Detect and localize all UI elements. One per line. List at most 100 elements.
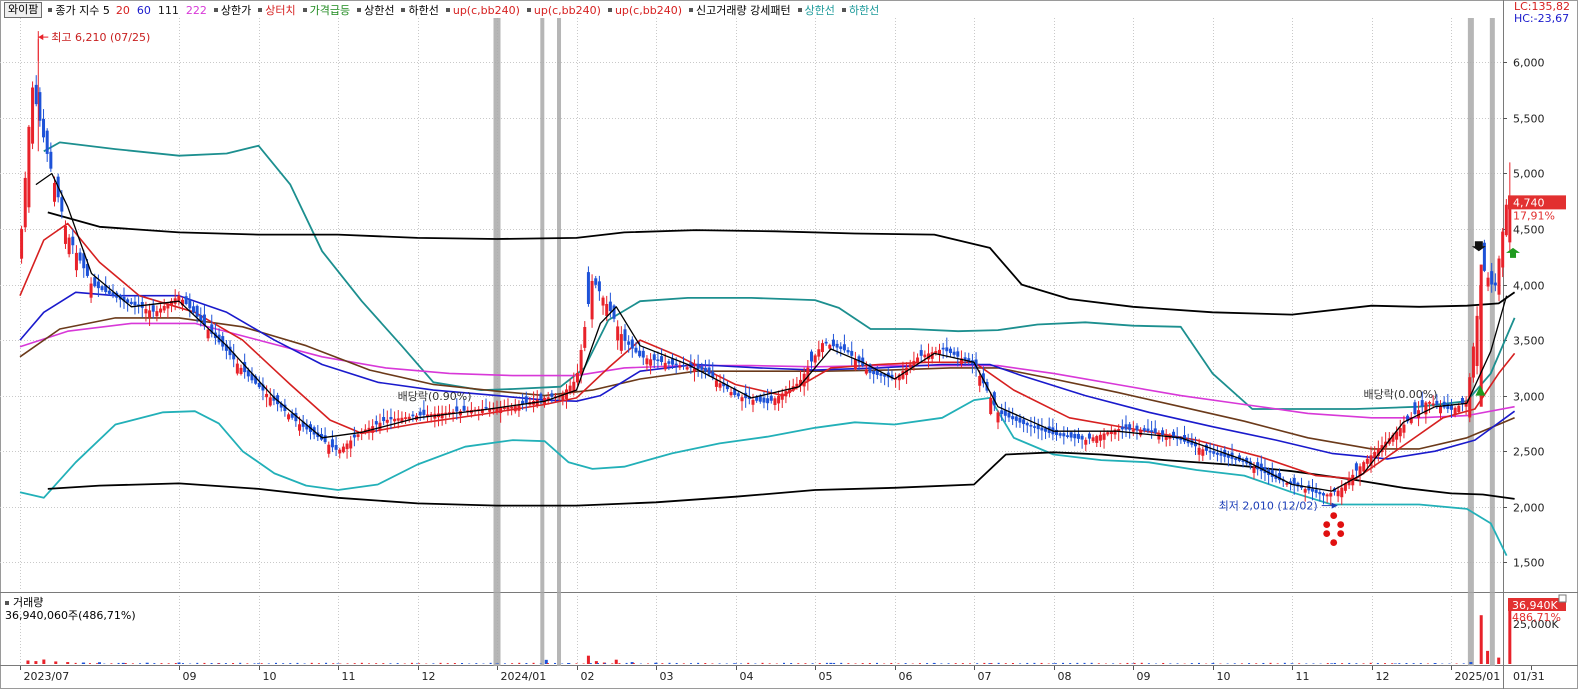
candle-body xyxy=(620,334,623,351)
volume-bar xyxy=(304,663,306,664)
candle-body xyxy=(207,330,210,339)
volume-bar xyxy=(1463,663,1465,664)
candle-body xyxy=(188,299,191,308)
candle-body xyxy=(298,424,301,430)
legend-item[interactable]: 상한가 xyxy=(214,2,251,18)
symbol-tag[interactable]: 와이팜 xyxy=(4,2,42,18)
candle-body xyxy=(441,413,444,418)
candle-body xyxy=(598,281,601,291)
volume-bar xyxy=(933,663,935,664)
volume-bar xyxy=(1413,663,1415,664)
volume-bar xyxy=(146,663,148,664)
volume-bar xyxy=(118,663,120,664)
x-tick-label: 12 xyxy=(1376,670,1390,683)
volume-bar xyxy=(261,663,263,664)
volume-bar xyxy=(296,663,298,664)
event-marker-bar xyxy=(494,18,501,666)
volume-bar xyxy=(218,663,220,664)
volume-bar xyxy=(833,663,835,664)
candle-body xyxy=(850,351,853,356)
candle-body xyxy=(159,309,162,313)
y-tick-label: 2,000 xyxy=(1513,502,1545,515)
volume-bar xyxy=(461,663,463,664)
volume-bar xyxy=(1434,663,1436,664)
volume-bar xyxy=(1298,663,1300,664)
event-marker-bar xyxy=(557,18,561,666)
legend-item[interactable]: up(c,bb240) xyxy=(446,4,520,17)
volume-bar xyxy=(1420,663,1422,664)
volume-bar xyxy=(669,663,671,664)
volume-bar xyxy=(1405,663,1407,664)
candle-body xyxy=(1070,432,1073,437)
legend-item[interactable]: 상터치 xyxy=(258,2,295,18)
y-tick-label: 5,500 xyxy=(1513,113,1545,126)
legend-item[interactable]: 상한선 xyxy=(357,2,394,18)
event-marker-bar xyxy=(1468,18,1474,666)
legend-item[interactable]: 신고거래량 강세패턴 xyxy=(689,2,791,18)
dividend-annotation: 배당락(0.90%) xyxy=(398,390,472,403)
legend-item[interactable]: 하한선 xyxy=(842,2,879,18)
legend-item-label: up(c,bb240) xyxy=(534,4,601,17)
volume-bar xyxy=(1377,663,1379,664)
volume-bar xyxy=(411,663,413,664)
volume-bar xyxy=(1134,663,1136,664)
legend-marker-icon xyxy=(689,8,693,12)
legend-item[interactable]: 가격급등 xyxy=(303,2,350,18)
volume-bar xyxy=(475,663,477,664)
volume-bar xyxy=(733,663,735,664)
candle-body xyxy=(1121,427,1124,430)
event-marker-bar xyxy=(540,18,544,666)
volume-bar xyxy=(1019,663,1021,664)
volume-bar xyxy=(82,663,84,664)
legend-marker-icon xyxy=(303,8,307,12)
volume-bar xyxy=(96,663,98,664)
low-annotation: 최저 2,010 (12/02) xyxy=(1219,500,1318,513)
volume-bar xyxy=(196,663,198,664)
candle-body xyxy=(865,369,868,373)
signal-dot-icon xyxy=(1330,512,1337,519)
volume-bar xyxy=(704,663,706,664)
legend-marker-icon xyxy=(214,8,218,12)
volume-bar xyxy=(862,663,864,664)
volume-bar xyxy=(34,661,37,664)
candle-body xyxy=(1432,403,1435,405)
volume-bar xyxy=(919,663,921,664)
ma-label: 종가 지수 5 xyxy=(55,2,109,18)
volume-bar xyxy=(876,663,878,664)
legend-marker-icon xyxy=(798,8,802,12)
volume-bar xyxy=(282,663,284,664)
candle-body xyxy=(609,302,612,311)
candle-body xyxy=(53,183,56,202)
candle-body xyxy=(382,417,385,421)
candle-body xyxy=(737,393,740,396)
volume-bar xyxy=(1005,663,1007,664)
legend-item-label: 하한선 xyxy=(408,2,438,18)
volume-bar xyxy=(1162,663,1164,664)
volume-bar xyxy=(783,663,785,664)
candle-body xyxy=(1505,205,1508,235)
legend-item[interactable]: up(c,bb240) xyxy=(608,4,682,17)
legend-item[interactable]: 상한선 xyxy=(798,2,835,18)
high-annotation: 최고 6,210 (07/25) xyxy=(51,31,150,44)
candle-body xyxy=(700,366,703,369)
price-badge-change: 17,91% xyxy=(1513,209,1555,222)
volume-bar xyxy=(89,663,91,664)
candle-body xyxy=(335,445,338,450)
volume-bar xyxy=(647,663,649,664)
candle-body xyxy=(934,351,937,353)
legend-item[interactable]: up(c,bb240) xyxy=(527,4,601,17)
volume-bar xyxy=(122,663,125,664)
legend-marker-icon xyxy=(401,8,405,12)
volume-bar xyxy=(1391,663,1393,664)
candle-body xyxy=(1066,435,1069,437)
volume-bar xyxy=(1091,663,1093,664)
volume-bar xyxy=(447,663,449,664)
volume-bar xyxy=(1262,663,1264,664)
volume-bar xyxy=(354,663,356,664)
volume-bar xyxy=(182,663,184,664)
volume-bar xyxy=(976,663,978,664)
legend-item[interactable]: 하한선 xyxy=(401,2,438,18)
candle-body xyxy=(686,367,689,369)
